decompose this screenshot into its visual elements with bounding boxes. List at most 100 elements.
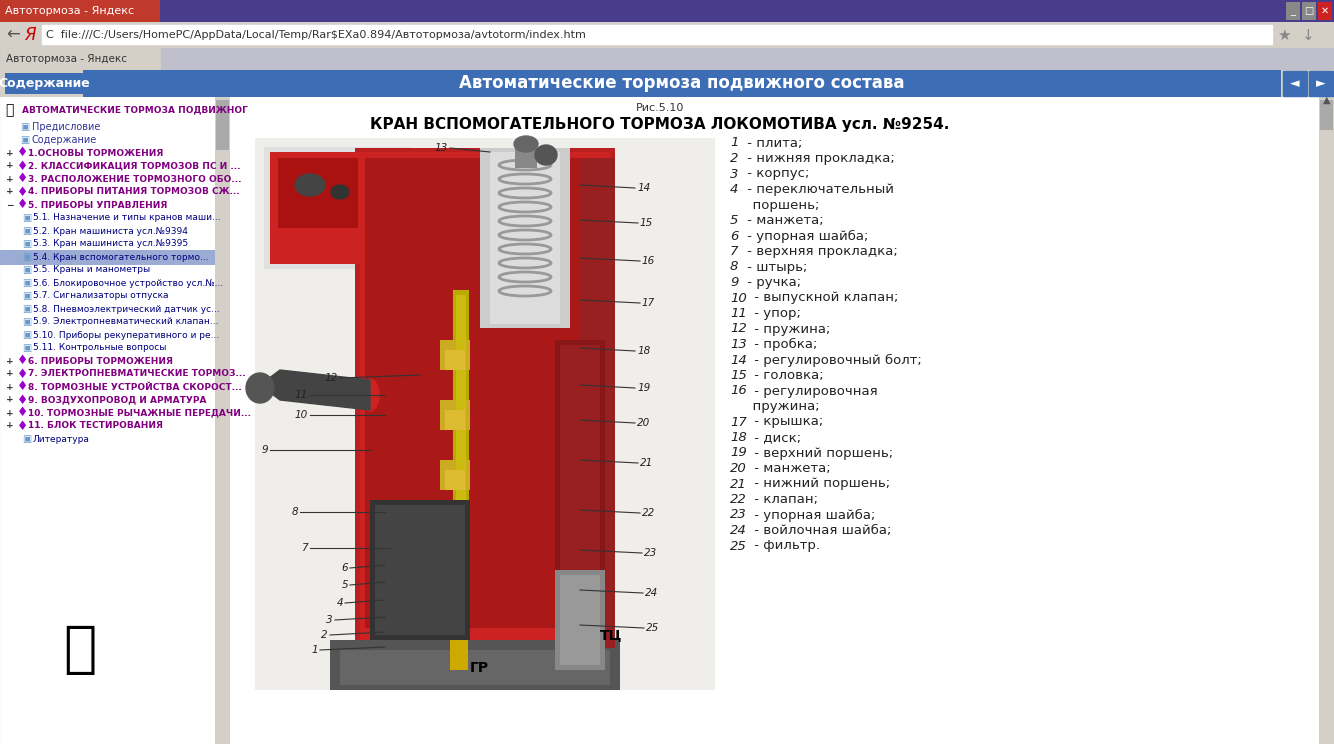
Text: 3: 3: [327, 615, 334, 625]
Bar: [1302, 2, 1317, 20]
Text: 21: 21: [640, 458, 654, 468]
Bar: [277, 158, 358, 228]
Text: ♦: ♦: [17, 406, 28, 420]
Bar: [1283, 71, 1307, 96]
Text: ◄: ◄: [1290, 77, 1299, 90]
Bar: [215, 97, 229, 744]
Text: 5.7. Сигнализаторы отпуска: 5.7. Сигнализаторы отпуска: [33, 292, 168, 301]
Bar: [229, 97, 1319, 744]
Bar: [1286, 2, 1301, 20]
Text: ▣: ▣: [21, 304, 31, 314]
Text: 21: 21: [730, 478, 747, 490]
Ellipse shape: [245, 373, 273, 403]
Text: 20: 20: [638, 418, 650, 428]
Text: 3: 3: [730, 167, 739, 181]
Text: 24: 24: [730, 524, 747, 537]
Text: 8: 8: [730, 260, 739, 274]
Text: ▣: ▣: [21, 226, 31, 236]
Bar: [265, 148, 410, 268]
Text: ▣: ▣: [21, 317, 31, 327]
Text: 25: 25: [646, 623, 659, 633]
Text: ▲: ▲: [1323, 95, 1331, 105]
Text: 3. РАСПОЛОЖЕНИЕ ТОРМОЗНОГО ОБО...: 3. РАСПОЛОЖЕНИЕ ТОРМОЗНОГО ОБО...: [28, 175, 241, 184]
Bar: [329, 640, 620, 690]
Text: Я: Я: [24, 26, 36, 44]
Bar: [0, 97, 1334, 744]
Text: −: −: [7, 200, 13, 210]
Text: 5.9. Электропневматический клапан...: 5.9. Электропневматический клапан...: [33, 318, 219, 327]
Text: ▣: ▣: [21, 343, 31, 353]
Text: 10: 10: [730, 292, 747, 304]
Text: 5.10. Приборы рекуперативного и ре...: 5.10. Приборы рекуперативного и ре...: [33, 330, 219, 339]
Bar: [0, 48, 160, 70]
Ellipse shape: [295, 174, 325, 196]
Text: ♦: ♦: [17, 394, 28, 406]
Bar: [490, 152, 560, 324]
Text: 5.1. Назначение и типы кранов маши...: 5.1. Назначение и типы кранов маши...: [33, 214, 220, 222]
Bar: [366, 158, 606, 628]
Ellipse shape: [535, 145, 558, 165]
Text: 5.2. Кран машиниста усл.№9394: 5.2. Кран машиниста усл.№9394: [33, 226, 188, 236]
Bar: [5, 368, 15, 379]
Text: 9: 9: [730, 276, 739, 289]
Ellipse shape: [514, 136, 538, 152]
Bar: [5, 199, 15, 210]
Bar: [446, 350, 466, 370]
Text: Рис.5.10: Рис.5.10: [636, 103, 684, 113]
Text: +: +: [7, 175, 13, 184]
Text: +: +: [7, 422, 13, 431]
Bar: [0, 48, 1334, 70]
Text: ♦: ♦: [17, 380, 28, 394]
Text: 14: 14: [730, 353, 747, 367]
Text: ТЦ: ТЦ: [600, 628, 623, 642]
Text: 23: 23: [644, 548, 658, 558]
Text: ♦: ♦: [17, 368, 28, 380]
Text: ♦: ♦: [17, 173, 28, 185]
Text: - манжета;: - манжета;: [743, 214, 823, 227]
Text: ↓: ↓: [1302, 28, 1314, 42]
Text: - диск;: - диск;: [750, 431, 802, 444]
Text: 6: 6: [730, 229, 739, 243]
Bar: [440, 340, 470, 370]
Bar: [370, 500, 470, 640]
Bar: [255, 138, 715, 690]
Text: ▣: ▣: [20, 122, 29, 132]
Text: 22: 22: [642, 508, 655, 518]
Text: АВТОМАТИЧЕСКИЕ ТОРМОЗА ПОДВИЖНОГ: АВТОМАТИЧЕСКИЕ ТОРМОЗА ПОДВИЖНОГ: [21, 106, 248, 115]
Bar: [560, 345, 600, 635]
Text: - нижний поршень;: - нижний поршень;: [750, 478, 890, 490]
Text: +: +: [7, 187, 13, 196]
Text: - упор;: - упор;: [750, 307, 800, 320]
Text: +: +: [7, 149, 13, 158]
Bar: [560, 575, 600, 665]
Bar: [440, 460, 470, 490]
Text: КРАН ВСПОМОГАТЕЛЬНОГО ТОРМОЗА ЛОКОМОТИВА усл. №9254.: КРАН ВСПОМОГАТЕЛЬНОГО ТОРМОЗА ЛОКОМОТИВА…: [371, 118, 950, 132]
Text: - войлочная шайба;: - войлочная шайба;: [750, 524, 891, 537]
Bar: [0, 0, 160, 22]
Text: 11: 11: [730, 307, 747, 320]
Text: - клапан;: - клапан;: [750, 493, 818, 506]
Bar: [515, 148, 538, 168]
Text: 16: 16: [730, 385, 747, 397]
Text: Содержание: Содержание: [32, 135, 97, 145]
Text: Автотормоза - Яндекс: Автотормоза - Яндекс: [5, 6, 135, 16]
Text: - манжета;: - манжета;: [750, 462, 831, 475]
Text: ♦: ♦: [17, 185, 28, 199]
Text: 9: 9: [261, 445, 268, 455]
Text: 18: 18: [638, 346, 650, 356]
Text: ★: ★: [1277, 28, 1291, 42]
Text: 7. ЭЛЕКТРОПНЕВМАТИЧЕСКИЕ ТОРМОЗ...: 7. ЭЛЕКТРОПНЕВМАТИЧЕСКИЕ ТОРМОЗ...: [28, 370, 245, 379]
Text: 13: 13: [730, 338, 747, 351]
Text: 4. ПРИБОРЫ ПИТАНИЯ ТОРМОЗОВ СЖ...: 4. ПРИБОРЫ ПИТАНИЯ ТОРМОЗОВ СЖ...: [28, 187, 240, 196]
Text: 1: 1: [311, 645, 317, 655]
Text: 12: 12: [730, 322, 747, 336]
Text: ►: ►: [1317, 77, 1326, 90]
Text: - штырь;: - штырь;: [743, 260, 807, 274]
Text: ▣: ▣: [20, 135, 29, 145]
Text: - переключательный: - переключательный: [743, 183, 894, 196]
Bar: [1321, 100, 1333, 130]
Text: +: +: [7, 408, 13, 417]
Text: 19: 19: [638, 383, 650, 393]
Text: 11: 11: [295, 390, 308, 400]
Text: 14: 14: [638, 183, 650, 193]
